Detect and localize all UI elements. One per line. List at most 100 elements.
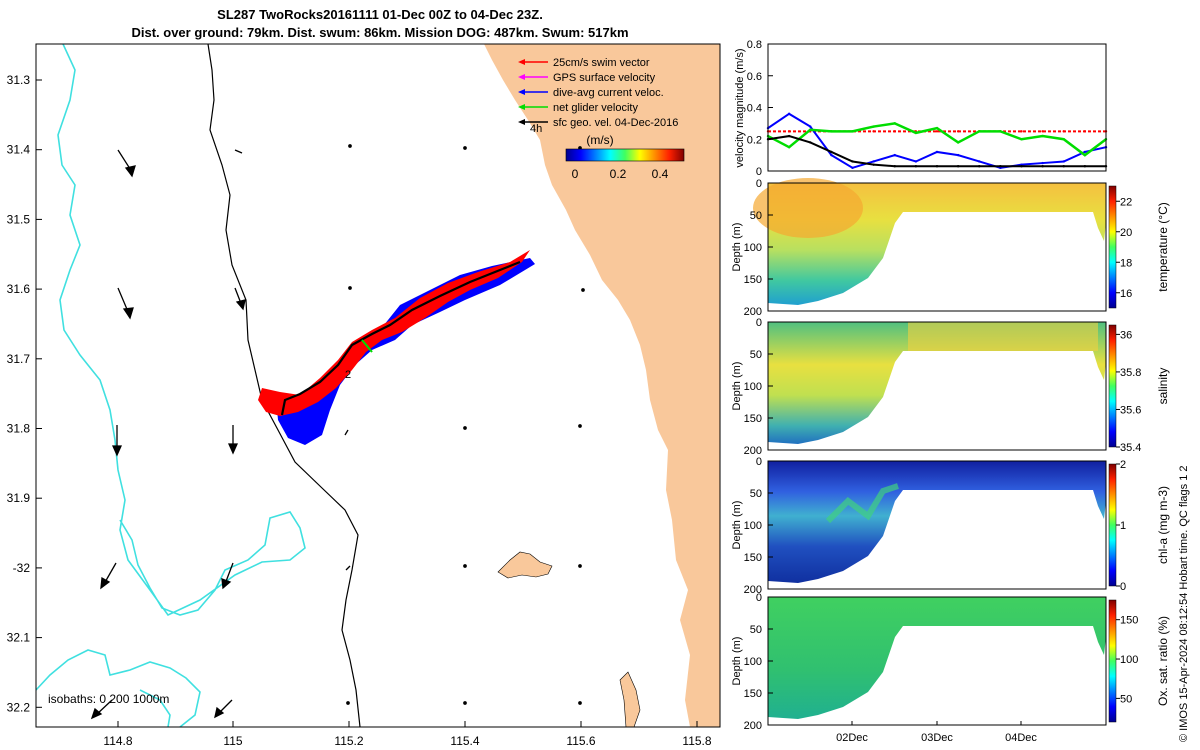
salinity-field: [768, 322, 1106, 444]
map-ytick-label: 31.4: [7, 143, 31, 157]
series-point: [851, 160, 854, 163]
oxygen-colorbar: [1108, 599, 1117, 723]
cbar-tick-label: 1: [1120, 520, 1126, 532]
series-point: [1020, 130, 1023, 133]
series-point: [787, 112, 791, 116]
depth-tick-label: 100: [744, 520, 762, 532]
series-point: [872, 160, 875, 163]
map-panel: 4h 2 25cm/s swim vector GPS surface veloc…: [7, 43, 721, 748]
velocity-ytick-label: 0.4: [747, 103, 762, 115]
cbar-tick-label: 2: [1120, 459, 1126, 471]
series-point: [1041, 161, 1044, 165]
series-point: [830, 153, 833, 157]
legend-label: net glider velocity: [553, 102, 638, 114]
series-point: [787, 130, 791, 133]
series-point: [851, 166, 854, 170]
cbar-tick-label: 36: [1120, 329, 1132, 341]
velocity-ytick-label: 0.8: [747, 39, 762, 51]
series-point: [999, 165, 1002, 168]
depth-tick-label: 0: [756, 456, 762, 468]
annotation-4h: 4h: [530, 123, 542, 135]
series-point: [1062, 165, 1065, 168]
section-salinity: 0 50 100 150 200 Depth (m) 35.4 35.6 35.8 36 salin…: [731, 317, 1170, 457]
map-xtick-label: 115: [223, 734, 242, 748]
map-xtick-label: 115.8: [682, 734, 711, 748]
chl-a-cbar-label: chl-a (mg m-3): [1156, 486, 1170, 564]
series-point: [893, 130, 896, 133]
legend-arrowhead: [518, 104, 525, 110]
cbar-tick-label: 22: [1120, 196, 1132, 208]
series-point: [872, 163, 875, 166]
series-point: [787, 134, 791, 138]
depth-tick-label: 0: [756, 592, 762, 604]
glider-track: [280, 260, 521, 416]
cbar-tick-label: 150: [1120, 615, 1138, 627]
velocity-ytick-label: 0: [756, 166, 762, 178]
colorbar-tick-label: 0: [572, 167, 579, 181]
net-velocity: [361, 339, 373, 353]
depth-tick-label: 200: [744, 306, 762, 318]
series-point: [1041, 134, 1044, 138]
current-vector-patch: [276, 258, 535, 445]
time-tick-label: 02Dec: [836, 732, 868, 744]
map-xtick-label: 115.2: [334, 734, 363, 748]
depth-tick-label: 150: [744, 413, 762, 425]
series-point: [1020, 165, 1023, 168]
cbar-tick-label: 16: [1120, 288, 1132, 300]
time-tick-label: 04Dec: [1005, 732, 1037, 744]
annotation-2: 2: [345, 369, 351, 381]
series-point: [978, 165, 981, 168]
depth-ylabel: Depth (m): [731, 637, 743, 686]
series-point: [893, 122, 896, 125]
depth-tick-label: 0: [756, 317, 762, 329]
depth-tick-label: 150: [744, 552, 762, 564]
cbar-tick-label: 0: [1120, 581, 1126, 593]
series-point: [978, 130, 981, 133]
depth-ylabel: Depth (m): [731, 362, 743, 411]
series-point: [1062, 138, 1065, 141]
cbar-tick-label: 35.4: [1120, 442, 1141, 454]
legend-label: sfc geo. vel. 04-Dec-2016: [553, 117, 678, 129]
legend-arrowhead: [518, 119, 525, 125]
series-point: [914, 165, 918, 168]
map-ytick-label: 31.8: [7, 422, 31, 436]
cbar-tick-label: 50: [1120, 693, 1132, 705]
oxygen-cbar-label: Ox. sat. ratio (%): [1156, 616, 1170, 706]
time-tick-label: 03Dec: [921, 732, 953, 744]
map-ytick-label: 31.6: [7, 282, 31, 296]
series-point: [999, 130, 1002, 133]
map-xtick-label: 115.6: [566, 734, 595, 748]
legend-arrowhead: [518, 89, 525, 95]
series-point: [893, 165, 896, 168]
chl-a-colorbar: [1108, 463, 1117, 587]
velocity-panel: 0 0.2 0.4 0.6 0.8 velocity magnitude (m/s): [734, 39, 1108, 178]
series-point: [1062, 160, 1065, 163]
map-ytick-label: 31.9: [7, 491, 31, 505]
figure-title-line1: SL287 TwoRocks20161111 01-Dec 00Z to 04-…: [217, 7, 543, 22]
series-point: [830, 130, 833, 133]
series-point: [935, 126, 939, 130]
series-point: [872, 125, 875, 128]
depth-tick-label: 200: [744, 445, 762, 457]
speed-colorbar: [565, 148, 685, 162]
section-temperature: 0 50 100 150 200 Depth (m) 16 18 20 22 temperature…: [731, 178, 1170, 318]
series-point: [956, 141, 960, 144]
series-point: [1083, 130, 1087, 133]
swim-vector-patch: [258, 250, 530, 416]
depth-tick-label: 150: [744, 688, 762, 700]
temperature-cbar-label: temperature (°C): [1156, 202, 1170, 292]
series-point: [1083, 150, 1087, 154]
depth-tick-label: 50: [750, 624, 762, 636]
map-ytick-label: 31.7: [7, 352, 31, 366]
map-axis-ticks: 114.8 115 115.2 115.4 115.6 115.8 31.3 31.4 31.5…: [7, 73, 712, 748]
map-ytick-label: 31.5: [7, 212, 31, 226]
temperature-colorbar: [1108, 185, 1117, 309]
depth-ylabel: Depth (m): [731, 501, 743, 550]
map-ytick-label: 32.1: [7, 631, 31, 645]
chl-a-field: [768, 461, 1106, 583]
depth-tick-label: 0: [756, 178, 762, 190]
depth-tick-label: 100: [744, 656, 762, 668]
series-point: [893, 153, 896, 157]
depth-tick-label: 100: [744, 381, 762, 393]
